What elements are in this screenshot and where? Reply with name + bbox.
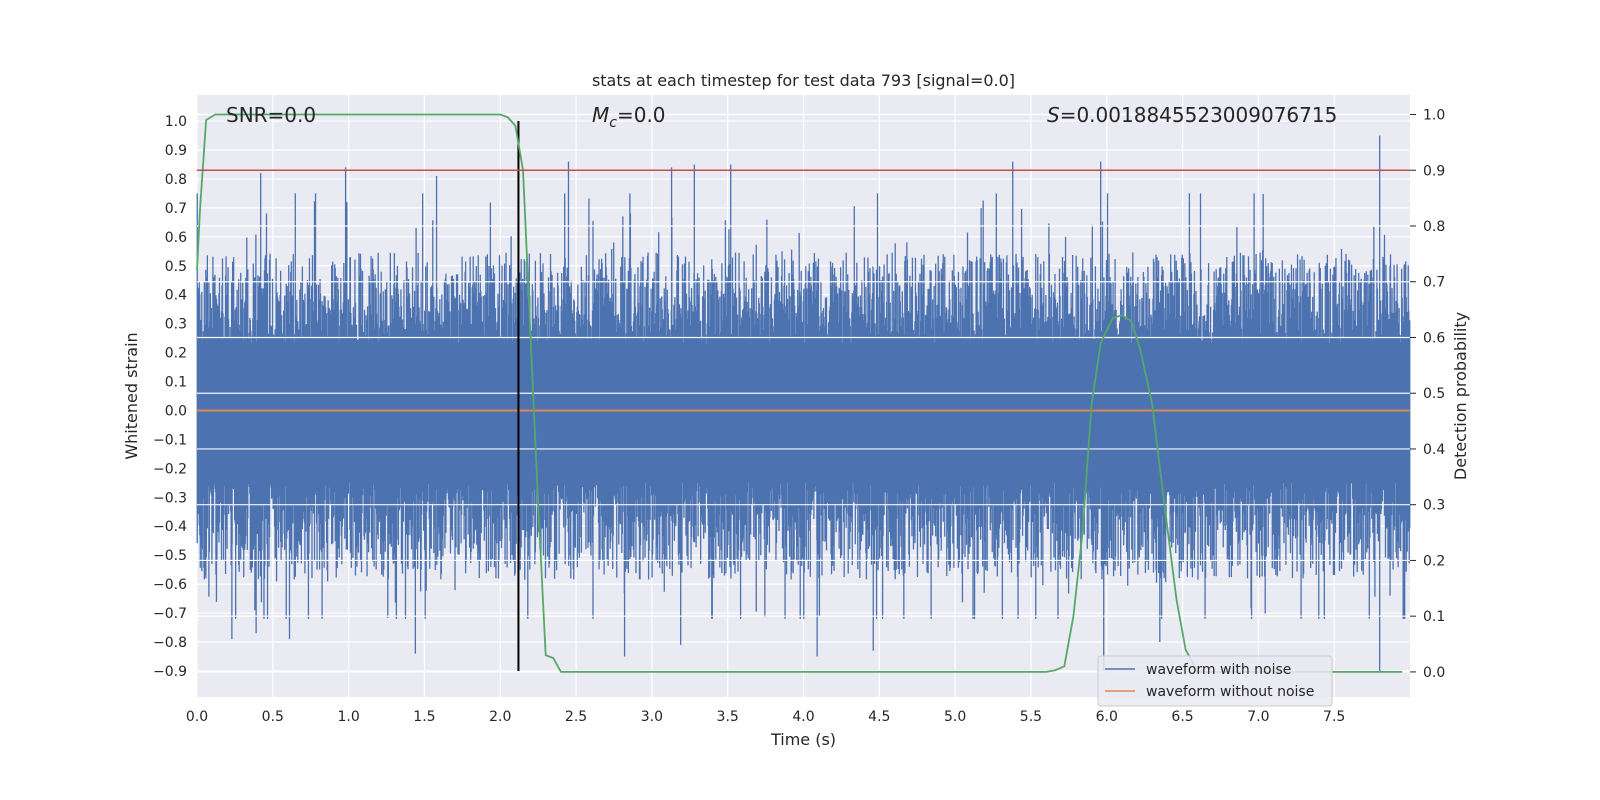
y-tick-label-right: 0.1 [1423,609,1445,625]
x-axis-label: Time (s) [770,730,836,749]
x-tick-label: 2.0 [489,709,511,725]
legend-entry-noise: waveform with noise [1146,662,1291,678]
x-tick-label: 7.5 [1323,709,1345,725]
mc-annotation: Mc=0.0 [592,103,666,131]
series-detection-probability [196,113,1403,673]
series-waveform-with-noise [196,126,1411,671]
x-tick-label: 3.0 [641,709,663,725]
y-tick-label-left: 0.9 [165,143,187,159]
y-tick-label-left: −0.2 [153,461,187,477]
y-tick-label-left: 0.6 [165,230,187,246]
y-tick-label-left: −0.7 [153,606,187,622]
mc-subscript: c [609,115,617,131]
chart-title: stats at each timestep for test data 793… [592,71,1015,90]
x-tick-label: 2.5 [565,709,587,725]
x-tick-label: 7.0 [1247,709,1269,725]
y-tick-label-left: −0.9 [153,664,187,680]
y-tick-label-right: 0.8 [1423,219,1445,235]
y-tick-label-right: 0.9 [1423,163,1445,179]
mc-symbol: M [592,103,609,127]
y-tick-label-right: 0.5 [1423,386,1445,402]
x-tick-label: 5.5 [1020,709,1042,725]
legend: waveform with noise waveform without noi… [1097,655,1333,707]
tick-layer: 0.0 0.5 1.0 1.5 2.0 2.5 3.0 3.5 4.0 4.5 5.0 5.5 6.0 6… [153,108,1445,725]
x-tick-label: 6.5 [1171,709,1193,725]
x-tick-label: 6.0 [1096,709,1118,725]
y-tick-label-left: 0.0 [165,403,187,419]
y-tick-label-left: 0.1 [165,375,187,391]
y-tick-label-right: 0.0 [1423,665,1445,681]
x-tick-label: 4.0 [792,709,814,725]
y-axis-label-right: Detection probability [1451,312,1470,480]
y-tick-label-left: 0.5 [165,259,187,275]
y-tick-label-left: −0.1 [153,432,187,448]
y-tick-label-left: 0.3 [165,317,187,333]
s-annotation: S=0.0018845523009076715 [1047,103,1337,127]
snr-annotation: SNR=0.0 [226,103,316,127]
y-tick-label-right: 0.6 [1423,330,1445,346]
x-tick-label: 1.5 [413,709,435,725]
s-symbol: S [1047,103,1060,127]
y-tick-label-left: 0.4 [165,288,187,304]
s-value: =0.0018845523009076715 [1060,103,1338,127]
y-tick-label-left: 0.2 [165,346,187,362]
y-tick-label-left: 1.0 [165,114,187,130]
x-tick-label: 3.5 [717,709,739,725]
y-tick-label-right: 1.0 [1423,108,1445,124]
y-tick-label-right: 0.4 [1423,442,1445,458]
mc-value: =0.0 [617,103,666,127]
x-tick-label: 5.0 [944,709,966,725]
y-tick-label-right: 0.3 [1423,498,1445,514]
x-tick-label: 0.0 [186,709,208,725]
y-tick-label-left: 0.8 [165,172,187,188]
legend-entry-no-noise: waveform without noise [1146,684,1314,700]
y-tick-label-left: 0.7 [165,201,187,217]
x-tick-label: 4.5 [868,709,890,725]
y-axis-label-left: Whitened strain [122,332,141,459]
y-tick-label-left: −0.4 [153,519,187,535]
y-tick-label-left: −0.5 [153,548,187,564]
y-tick-label-left: −0.8 [153,635,187,651]
x-tick-label: 1.0 [337,709,359,725]
x-tick-label: 0.5 [262,709,284,725]
legend-box [1097,655,1333,707]
y-tick-label-right: 0.7 [1423,275,1445,291]
y-tick-label-left: −0.6 [153,577,187,593]
y-tick-label-left: −0.3 [153,490,187,506]
series-layer [196,113,1411,673]
y-tick-label-right: 0.2 [1423,553,1445,569]
